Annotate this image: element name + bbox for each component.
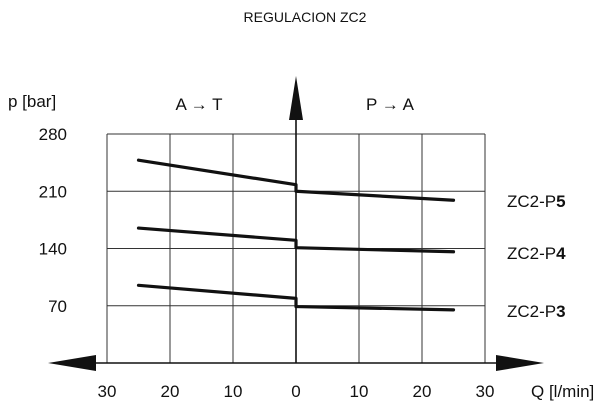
region-label-p-to-a: P → A xyxy=(366,95,415,114)
curve-zc2-p3 xyxy=(136,283,456,312)
x-tick-label: 30 xyxy=(476,382,495,401)
series-labels: ZC2-P5 ZC2-P4 ZC2-P3 xyxy=(507,192,566,321)
series-label: ZC2-P4 xyxy=(507,244,566,263)
x-axis-label: Q [l/min] xyxy=(531,382,594,401)
x-tick-label: 20 xyxy=(413,382,432,401)
y-tick-label: 210 xyxy=(39,182,67,201)
x-axis-left-arrow xyxy=(48,355,96,371)
curve-zc2-p4 xyxy=(136,226,456,254)
series-label: ZC2-P5 xyxy=(507,192,566,211)
x-tick-label: 0 xyxy=(291,382,300,401)
y-tick-labels: 70 140 210 280 xyxy=(39,125,67,316)
region-label-a-to-t: A → T xyxy=(176,95,223,114)
x-axis-right-arrow xyxy=(496,355,544,371)
x-tick-label: 20 xyxy=(161,382,180,401)
chart-title: REGULACION ZC2 xyxy=(244,9,367,25)
x-tick-labels: 30 20 10 0 10 20 30 xyxy=(98,382,495,401)
axes xyxy=(48,76,544,371)
series-label: ZC2-P3 xyxy=(507,302,566,321)
y-axis-arrow xyxy=(289,76,303,120)
y-tick-label: 140 xyxy=(39,240,67,259)
y-axis-label: p [bar] xyxy=(8,92,56,111)
pressure-curves xyxy=(136,158,456,312)
x-tick-label: 30 xyxy=(98,382,117,401)
curve-zc2-p5 xyxy=(136,158,456,202)
x-tick-label: 10 xyxy=(350,382,369,401)
x-tick-label: 10 xyxy=(224,382,243,401)
y-tick-label: 280 xyxy=(39,125,67,144)
y-tick-label: 70 xyxy=(48,297,67,316)
